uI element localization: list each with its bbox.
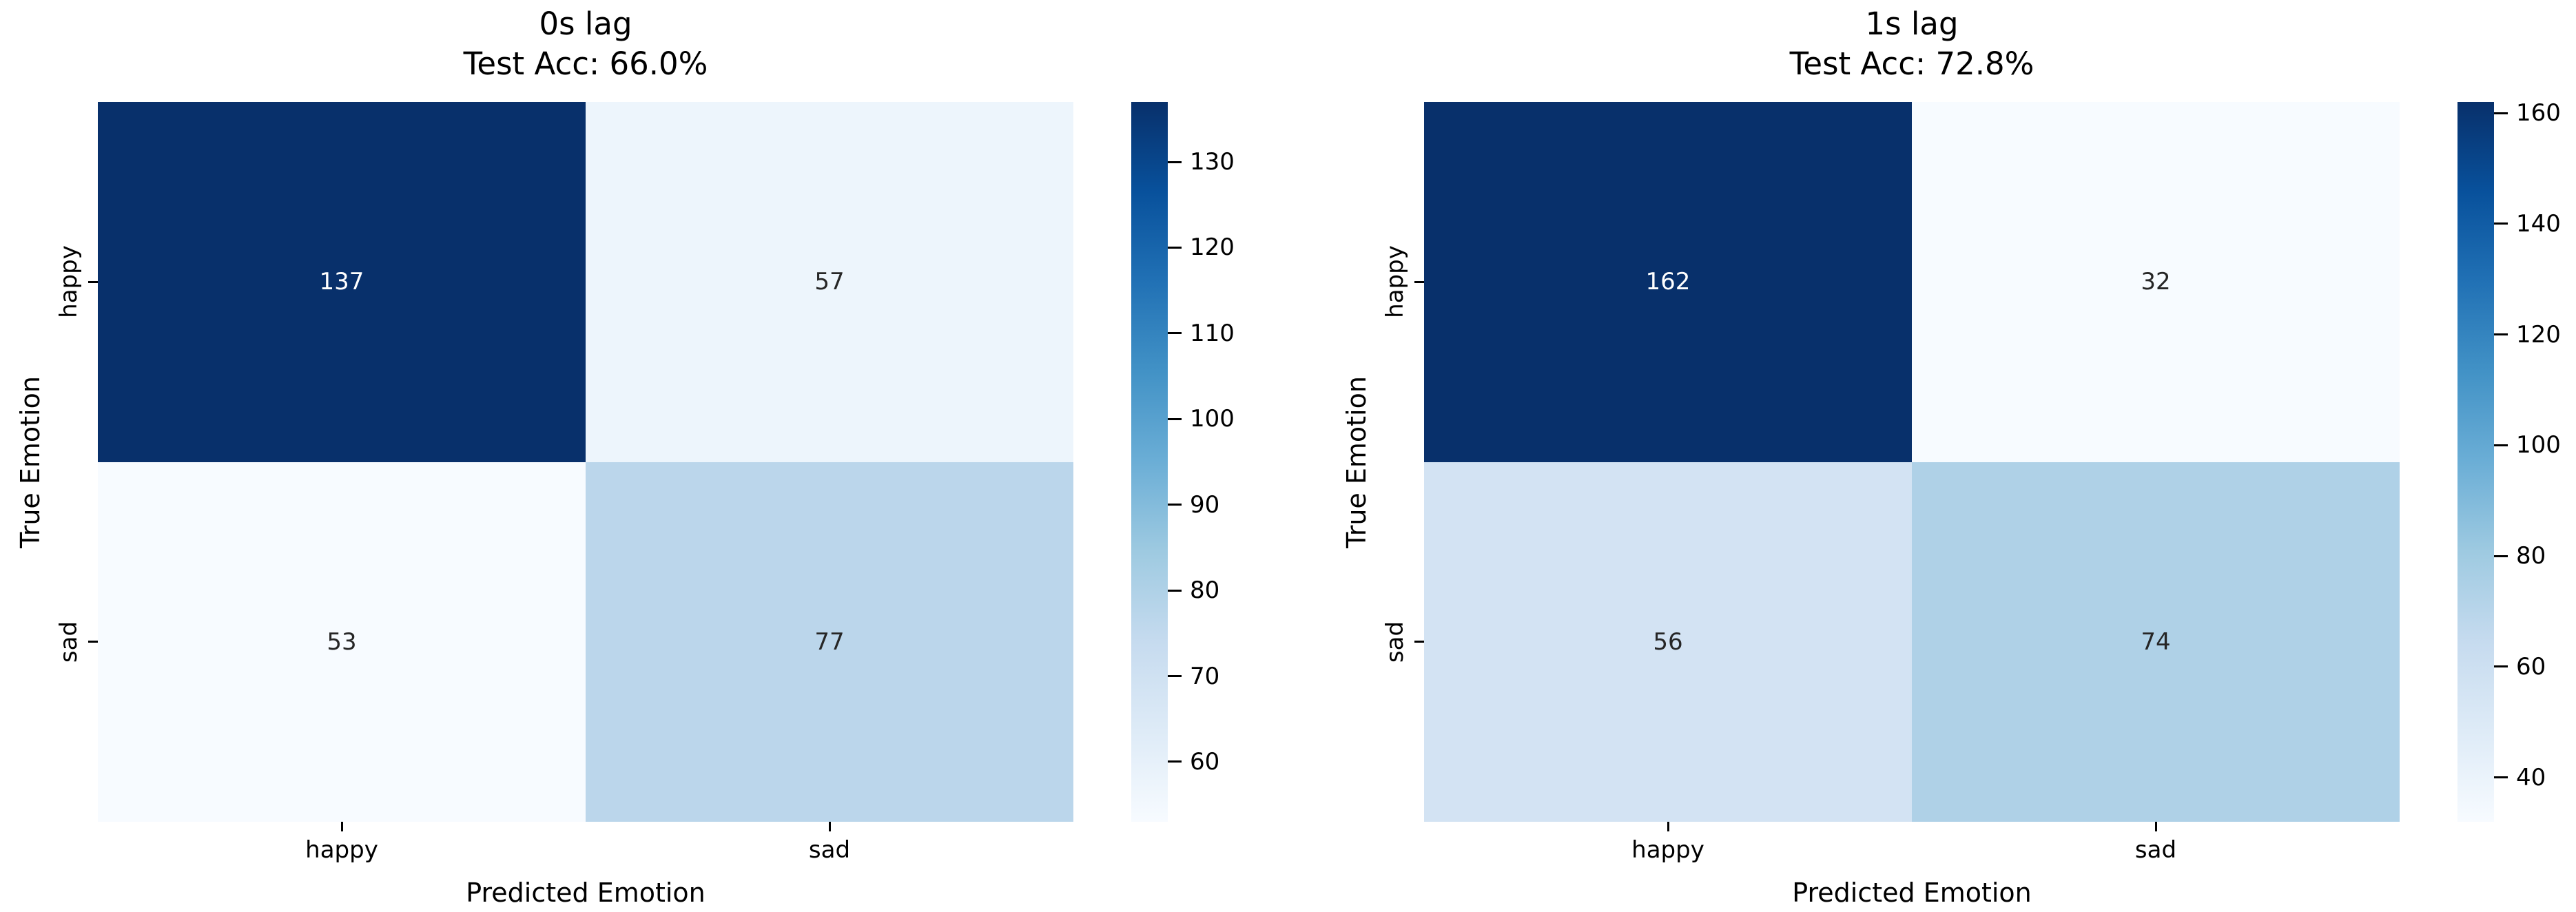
cell-value: 74 [2141, 628, 2171, 656]
y-tick-mark [1414, 641, 1424, 643]
x-tick-mark [1667, 822, 1669, 831]
colorbar-tick-label: 100 [1190, 405, 1235, 433]
colorbar-tick-label: 120 [1190, 234, 1235, 262]
heatmap-cell: 32 [1912, 102, 2400, 462]
cell-value: 77 [814, 628, 845, 656]
cell-value: 57 [814, 268, 845, 296]
colorbar-tick-label: 140 [2516, 209, 2561, 238]
x-tick-mark [2154, 822, 2157, 831]
colorbar-tick-label: 40 [2516, 763, 2546, 791]
colorbar-tick-label: 130 [1190, 148, 1235, 176]
y-tick-label: sad [55, 621, 83, 663]
colorbar-tick-mark [2494, 776, 2508, 779]
x-tick-mark [828, 822, 831, 831]
x-tick-label: happy [305, 836, 378, 864]
plot-title: 0s lag [539, 6, 632, 42]
plot-title-block: 0s lag Test Acc: 66.0% [98, 4, 1073, 84]
colorbar-tick-mark [2494, 665, 2508, 668]
colorbar-tick-mark [2494, 444, 2508, 446]
colorbar-tick-mark [1168, 589, 1182, 592]
heatmap-cell: 162 [1424, 102, 1912, 462]
plot-title: 1s lag [1865, 6, 1959, 42]
y-tick-label: happy [1381, 245, 1409, 319]
colorbar [1131, 102, 1168, 822]
x-tick-label: sad [808, 836, 851, 864]
plot-title-block: 1s lag Test Acc: 72.8% [1424, 4, 2400, 84]
y-tick-mark [88, 641, 98, 643]
cell-value: 53 [327, 628, 357, 656]
colorbar-tick-mark [1168, 246, 1182, 249]
colorbar-tick-mark [1168, 760, 1182, 763]
y-tick-label: happy [55, 245, 83, 319]
colorbar-tick-mark [2494, 333, 2508, 336]
colorbar-tick-label: 120 [2516, 320, 2561, 349]
heatmap-cell: 74 [1912, 462, 2400, 822]
colorbar-tick-label: 160 [2516, 99, 2561, 127]
colorbar-tick-mark [2494, 112, 2508, 114]
cell-value: 56 [1653, 628, 1683, 656]
plot-subtitle-accuracy: Test Acc: 66.0% [463, 45, 708, 82]
y-tick-mark [1414, 280, 1424, 283]
colorbar-tick-mark [1168, 332, 1182, 335]
x-tick-mark [340, 822, 343, 831]
colorbar-tick-label: 110 [1190, 319, 1235, 347]
colorbar-tick-label: 60 [2516, 652, 2546, 681]
colorbar-tick-label: 100 [2516, 431, 2561, 459]
y-tick-mark [88, 280, 98, 283]
y-axis-label: True Emotion [1341, 375, 1372, 548]
cell-value: 32 [2141, 268, 2171, 296]
cell-value: 162 [1645, 268, 1691, 296]
colorbar [2457, 102, 2494, 822]
heatmap-cell: 53 [98, 462, 586, 822]
colorbar-tick-mark [1168, 504, 1182, 506]
colorbar-tick-label: 70 [1190, 662, 1220, 690]
colorbar-tick-label: 80 [2516, 542, 2546, 570]
x-axis-label: Predicted Emotion [466, 878, 705, 908]
y-axis-label: True Emotion [15, 375, 45, 548]
colorbar-tick-mark [1168, 417, 1182, 420]
colorbar-tick-label: 90 [1190, 490, 1220, 519]
x-axis-label: Predicted Emotion [1792, 878, 2032, 908]
heatmap-cell: 77 [586, 462, 1073, 822]
colorbar-tick-mark [1168, 675, 1182, 677]
colorbar-tick-label: 60 [1190, 747, 1220, 776]
x-tick-label: happy [1631, 836, 1704, 864]
heatmap-cell: 137 [98, 102, 586, 462]
colorbar-tick-mark [2494, 555, 2508, 557]
x-tick-label: sad [2134, 836, 2177, 864]
plot-subtitle-accuracy: Test Acc: 72.8% [1789, 45, 2034, 82]
colorbar-tick-mark [1168, 160, 1182, 163]
colorbar-tick-label: 80 [1190, 577, 1220, 605]
y-tick-label: sad [1381, 621, 1409, 663]
colorbar-tick-mark [2494, 222, 2508, 225]
cell-value: 137 [319, 268, 364, 296]
heatmap-cell: 57 [586, 102, 1073, 462]
heatmap-cell: 56 [1424, 462, 1912, 822]
